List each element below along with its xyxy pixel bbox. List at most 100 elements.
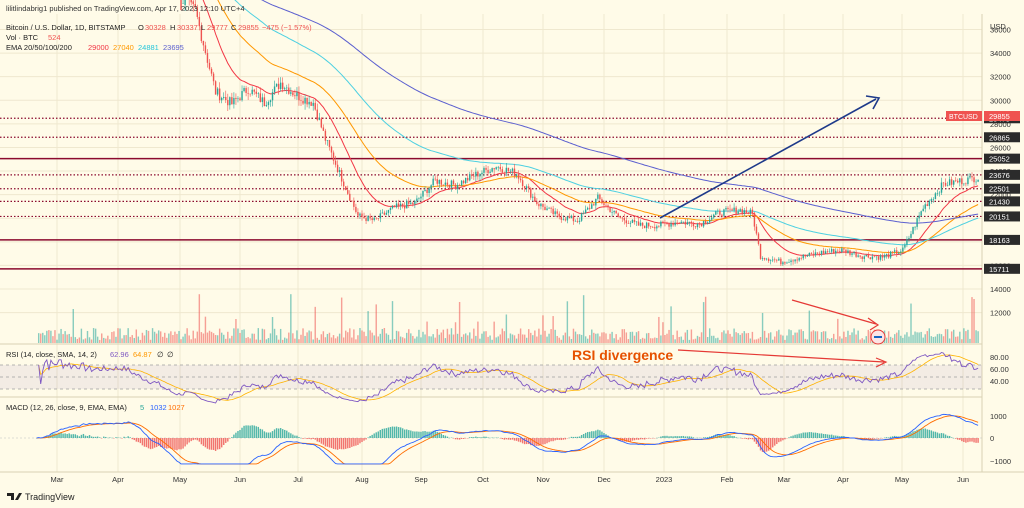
volume-value: 524 bbox=[48, 33, 61, 42]
candle bbox=[753, 212, 756, 227]
macd-histogram-bar bbox=[830, 434, 833, 438]
ema-200-line bbox=[260, 0, 979, 224]
volume-bar bbox=[521, 334, 524, 343]
volume-bar bbox=[54, 330, 56, 343]
macd-histogram-bar bbox=[806, 432, 809, 438]
macd-histogram-bar bbox=[279, 428, 282, 438]
volume-bar bbox=[788, 329, 790, 343]
macd-histogram-bar bbox=[334, 438, 337, 450]
macd-histogram-bar bbox=[725, 434, 727, 438]
candle bbox=[902, 247, 904, 252]
candle bbox=[763, 258, 766, 260]
candle bbox=[879, 255, 882, 260]
macd-histogram-bar bbox=[371, 434, 373, 438]
candle bbox=[715, 211, 717, 215]
candle bbox=[308, 101, 310, 105]
change-value: −475 (−1.57%) bbox=[262, 23, 312, 32]
candle bbox=[198, 16, 201, 27]
volume-bar bbox=[397, 331, 400, 343]
candle bbox=[391, 205, 394, 209]
macd-histogram-bar bbox=[731, 435, 733, 438]
macd-histogram-bar bbox=[580, 434, 583, 438]
volume-bar bbox=[477, 321, 479, 343]
candle bbox=[483, 167, 485, 173]
macd-histogram-bar bbox=[662, 436, 664, 438]
h-label: H bbox=[170, 23, 175, 32]
volume-arrow bbox=[791, 299, 877, 325]
time-label: Dec bbox=[597, 475, 611, 484]
macd-histogram-bar bbox=[312, 438, 314, 439]
volume-bar bbox=[367, 311, 369, 343]
candle bbox=[532, 196, 534, 198]
volume-bar bbox=[591, 329, 593, 343]
candle bbox=[292, 92, 294, 96]
candle bbox=[501, 169, 504, 173]
volume-bar bbox=[570, 338, 573, 343]
volume-bar bbox=[499, 334, 501, 343]
rsi-divergence-annotation[interactable]: RSI divergence bbox=[572, 347, 673, 363]
tradingview-logo-icon[interactable] bbox=[7, 493, 22, 500]
macd-histogram-bar bbox=[839, 436, 841, 438]
volume-bar bbox=[284, 337, 286, 343]
volume-bar bbox=[696, 335, 699, 343]
macd-histogram-bar bbox=[735, 437, 737, 438]
macd-histogram-bar bbox=[96, 436, 99, 438]
candle bbox=[904, 244, 906, 248]
volume-bar bbox=[898, 330, 900, 343]
candle bbox=[401, 203, 404, 207]
candle bbox=[881, 255, 884, 258]
ema-50-line bbox=[217, 0, 979, 254]
candle bbox=[216, 88, 219, 95]
candle bbox=[473, 175, 475, 177]
candle bbox=[355, 206, 357, 213]
macd-histogram-bar bbox=[131, 438, 133, 440]
candle bbox=[347, 190, 349, 194]
volume-bar bbox=[98, 339, 101, 343]
volume-bar bbox=[625, 332, 628, 343]
volume-bar bbox=[800, 329, 802, 343]
candle bbox=[562, 219, 565, 220]
candle bbox=[948, 179, 951, 186]
macd-histogram-bar bbox=[255, 426, 257, 438]
macd-histogram-bar bbox=[552, 438, 554, 442]
volume-bar bbox=[792, 335, 794, 343]
volume-bar bbox=[568, 336, 571, 343]
volume-bar bbox=[186, 328, 188, 343]
volume-bar bbox=[328, 332, 331, 343]
macd-histogram-bar bbox=[192, 438, 194, 441]
volume-bar bbox=[60, 328, 62, 343]
volume-bar bbox=[536, 336, 538, 343]
macd-histogram-bar bbox=[399, 427, 402, 438]
macd-histogram-bar bbox=[816, 432, 819, 438]
candle bbox=[721, 214, 723, 216]
volume-bar bbox=[182, 336, 184, 343]
time-axis-labels: Mar Apr May Jun Jul Aug Sep Oct Nov Dec 2023 Feb Mar… bbox=[51, 475, 970, 484]
macd-histogram-bar bbox=[641, 438, 644, 440]
candle bbox=[383, 212, 386, 215]
volume-bar bbox=[853, 328, 855, 343]
candle bbox=[363, 216, 365, 219]
volume-bar bbox=[127, 328, 129, 343]
macd-histogram-bar bbox=[715, 434, 717, 438]
candle bbox=[495, 167, 497, 170]
candle bbox=[225, 96, 227, 101]
macd-histogram-bar bbox=[660, 436, 662, 438]
volume-bar bbox=[450, 328, 453, 343]
macd-histogram-bar bbox=[918, 429, 920, 438]
volume-bar bbox=[633, 335, 636, 343]
candle bbox=[298, 92, 300, 101]
candle bbox=[481, 172, 483, 175]
macd-histogram-bar bbox=[172, 438, 174, 450]
macd-histogram-bar bbox=[200, 438, 203, 445]
candle bbox=[603, 203, 605, 206]
candle bbox=[641, 222, 644, 226]
macd-histogram-bar bbox=[212, 438, 215, 450]
volume-bar bbox=[584, 336, 587, 343]
trendline[interactable] bbox=[659, 98, 877, 219]
volume-bar bbox=[155, 333, 158, 343]
macd-histogram-bar bbox=[125, 437, 127, 438]
volume-bar bbox=[294, 338, 296, 343]
volume-bar bbox=[82, 339, 85, 343]
volume-bar bbox=[509, 333, 512, 343]
volume-bar bbox=[841, 338, 843, 343]
